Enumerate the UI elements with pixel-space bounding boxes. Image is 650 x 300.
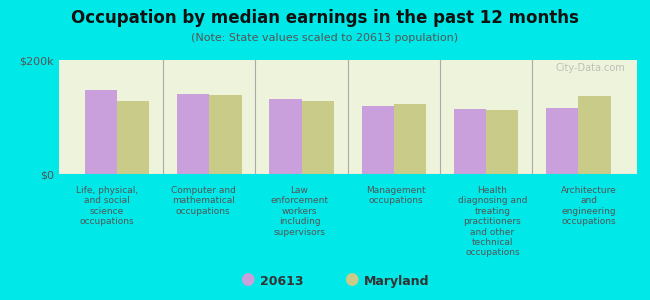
Bar	[361, 106, 394, 174]
Bar	[394, 104, 426, 174]
Text: ●: ●	[344, 270, 358, 288]
Text: (Note: State values scaled to 20613 population): (Note: State values scaled to 20613 popu…	[192, 33, 458, 43]
Text: Architecture
and
engineering
occupations: Architecture and engineering occupations	[561, 186, 617, 226]
Bar	[117, 101, 150, 174]
Text: City-Data.com: City-Data.com	[556, 63, 625, 74]
Bar	[546, 108, 578, 174]
Text: Management
occupations: Management occupations	[366, 186, 426, 206]
Bar	[486, 110, 519, 174]
Bar	[454, 109, 486, 174]
Bar	[269, 99, 302, 174]
Text: 20613: 20613	[260, 275, 304, 288]
Text: Computer and
mathematical
occupations: Computer and mathematical occupations	[171, 186, 235, 216]
Text: Occupation by median earnings in the past 12 months: Occupation by median earnings in the pas…	[71, 9, 579, 27]
Text: Maryland: Maryland	[364, 275, 430, 288]
Bar	[177, 94, 209, 174]
Bar	[209, 95, 242, 174]
Bar	[302, 101, 334, 174]
Text: ●: ●	[240, 270, 254, 288]
Bar	[578, 97, 611, 174]
Bar	[84, 90, 117, 174]
Text: Health
diagnosing and
treating
practitioners
and other
technical
occupations: Health diagnosing and treating practitio…	[458, 186, 527, 257]
Text: Law
enforcement
workers
including
supervisors: Law enforcement workers including superv…	[270, 186, 328, 237]
Text: Life, physical,
and social
science
occupations: Life, physical, and social science occup…	[75, 186, 138, 226]
